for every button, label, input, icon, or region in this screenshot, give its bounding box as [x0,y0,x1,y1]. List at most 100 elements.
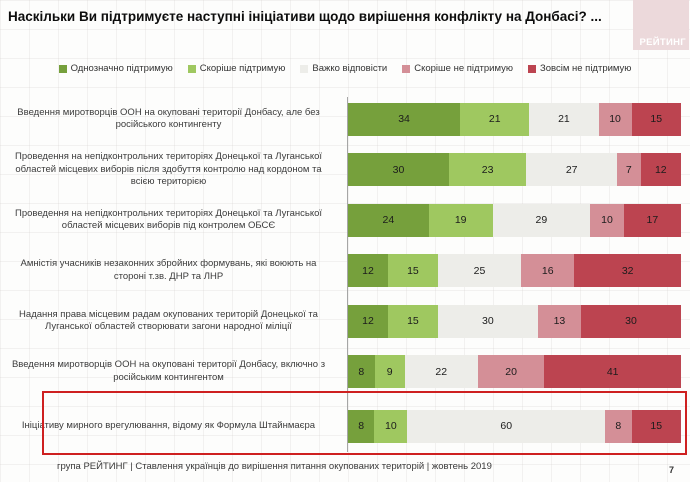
legend-item-hard-to-say: Важко відповісти [300,63,387,74]
bar-segment-rather-not-support: 7 [617,153,641,187]
segment-value: 30 [481,315,494,328]
segment-value: 15 [407,264,419,277]
bar-segment-rather-not-support: 10 [590,203,624,237]
stacked-bar: 12 15 25 16 32 [348,254,681,288]
bar-segment-hard-to-say: 29 [492,203,591,237]
segment-value: 12 [362,264,374,277]
legend-item-rather-not-support: Скоріше не підтримую [402,63,513,74]
chart-row: Надання права місцевим радам окупованих … [0,296,690,347]
bar-segment-rather-support: 21 [460,102,530,136]
legend-swatch-icon [58,64,67,73]
page-number: 7 [669,465,675,475]
stacked-bar: 24 19 29 10 17 [348,203,681,237]
stacked-bar: 8 9 22 20 41 [348,355,681,389]
bar-segment-strongly-support: 30 [348,153,449,187]
segment-value: 21 [488,113,501,126]
legend-label: Скоріше підтримую [199,63,286,74]
segment-value: 13 [553,315,566,328]
legend: Однозначно підтримую Скоріше підтримую Важ… [0,63,690,74]
bar-segment-hard-to-say: 21 [529,102,599,136]
segment-value: 41 [606,365,619,378]
bar-segment-rather-support: 15 [387,254,438,288]
logo-text: РЕЙТИНГ [639,37,686,48]
slide-title: Наскільки Ви підтримуєте наступні ініціа… [8,9,602,24]
bar-segment-rather-support: 15 [387,304,438,338]
footer-source-text: група РЕЙТИНГ | Ставлення українців до в… [57,461,492,472]
chart-row: Ініціативу мирного врегулювання, відому … [0,401,690,452]
segment-value: 19 [454,214,467,227]
category-label: Амністія учасників незаконних збройних ф… [20,258,317,282]
legend-label: Важко відповісти [312,63,388,74]
category-label: Надання права місцевим радам окупованих … [19,308,318,333]
legend-swatch-icon [528,64,537,73]
segment-value: 27 [565,163,578,176]
category-label: Проведення на непідконтрольних територія… [14,151,323,187]
bar-segment-rather-not-support: 20 [477,355,545,389]
segment-value: 22 [435,365,448,378]
segment-value: 34 [398,113,410,126]
legend-swatch-icon [402,64,411,73]
segment-value: 29 [535,214,548,227]
chart-row: Проведення на непідконтрольних територія… [0,195,690,246]
segment-value: 10 [601,214,613,227]
segment-value: 12 [654,163,667,176]
bar-segment-hard-to-say: 60 [407,409,606,443]
legend-label: Скоріше не підтримую [414,63,514,74]
bar-segment-hard-to-say: 25 [437,254,522,288]
rating-group-logo: РЕЙТИНГ [633,0,689,50]
bar-segment-not-support-at-all: 32 [574,254,681,288]
stacked-bar: 8 10 60 8 15 [348,409,681,443]
bar-segment-not-support-at-all: 15 [631,409,681,443]
bar-segment-rather-not-support: 13 [537,304,582,338]
segment-value: 32 [621,264,634,277]
segment-value: 16 [541,264,554,277]
legend-swatch-icon [187,64,196,73]
segment-value: 10 [609,113,621,126]
segment-value: 7 [625,163,632,176]
segment-value: 8 [358,420,365,433]
bar-segment-hard-to-say: 27 [526,153,618,187]
highlight-box [42,391,687,455]
chart-rows: Введення миротворців ООН на окуповані те… [0,94,690,452]
bar-segment-strongly-support: 12 [348,304,388,338]
segment-value: 15 [407,315,419,328]
segment-value: 12 [362,315,374,328]
segment-value: 17 [646,214,659,227]
chart-axis-line [347,97,348,452]
segment-value: 20 [505,365,517,378]
legend-item-strongly-support: Однозначно підтримую [58,63,173,74]
bar-segment-strongly-support: 8 [348,355,375,389]
segment-value: 8 [358,365,365,378]
bar-segment-strongly-support: 12 [348,254,388,288]
bar-segment-strongly-support: 8 [348,409,375,443]
bar-segment-strongly-support: 34 [348,102,461,136]
category-label: Проведення на непідконтрольних територія… [14,207,323,232]
segment-value: 30 [625,315,637,328]
bar-segment-not-support-at-all: 17 [623,203,681,237]
segment-value: 9 [386,365,393,378]
bar-segment-rather-support: 23 [448,153,527,187]
bar-segment-rather-support: 19 [428,203,493,237]
legend-label: Однозначно підтримую [70,63,173,74]
category-label: Введення миротворців ООН на окуповані те… [17,106,320,131]
bar-segment-not-support-at-all: 30 [581,304,681,338]
bar-segment-rather-not-support: 10 [598,102,632,136]
segment-value: 10 [385,420,397,433]
category-label: Введення миротворців ООН на окуповані те… [11,359,326,383]
segment-value: 25 [473,264,486,277]
bar-segment-not-support-at-all: 41 [544,355,681,389]
chart-row: Введення миротворців ООН на окуповані те… [0,94,690,145]
stacked-bar: 12 15 30 13 30 [348,304,681,338]
segment-value: 21 [558,113,570,126]
segment-value: 15 [650,113,663,126]
segment-value: 8 [615,420,622,433]
segment-value: 30 [392,163,405,176]
bar-segment-strongly-support: 24 [348,203,429,237]
chart-row: Проведення на непідконтрольних територія… [0,145,690,196]
legend-swatch-icon [300,64,309,73]
bar-segment-rather-support: 9 [374,355,405,389]
bar-segment-rather-not-support: 16 [521,254,575,288]
legend-item-rather-support: Скоріше підтримую [187,63,286,74]
chart-row: Введення миротворців ООН на окуповані те… [0,347,690,398]
stacked-bar: 30 23 27 7 12 [348,153,681,187]
